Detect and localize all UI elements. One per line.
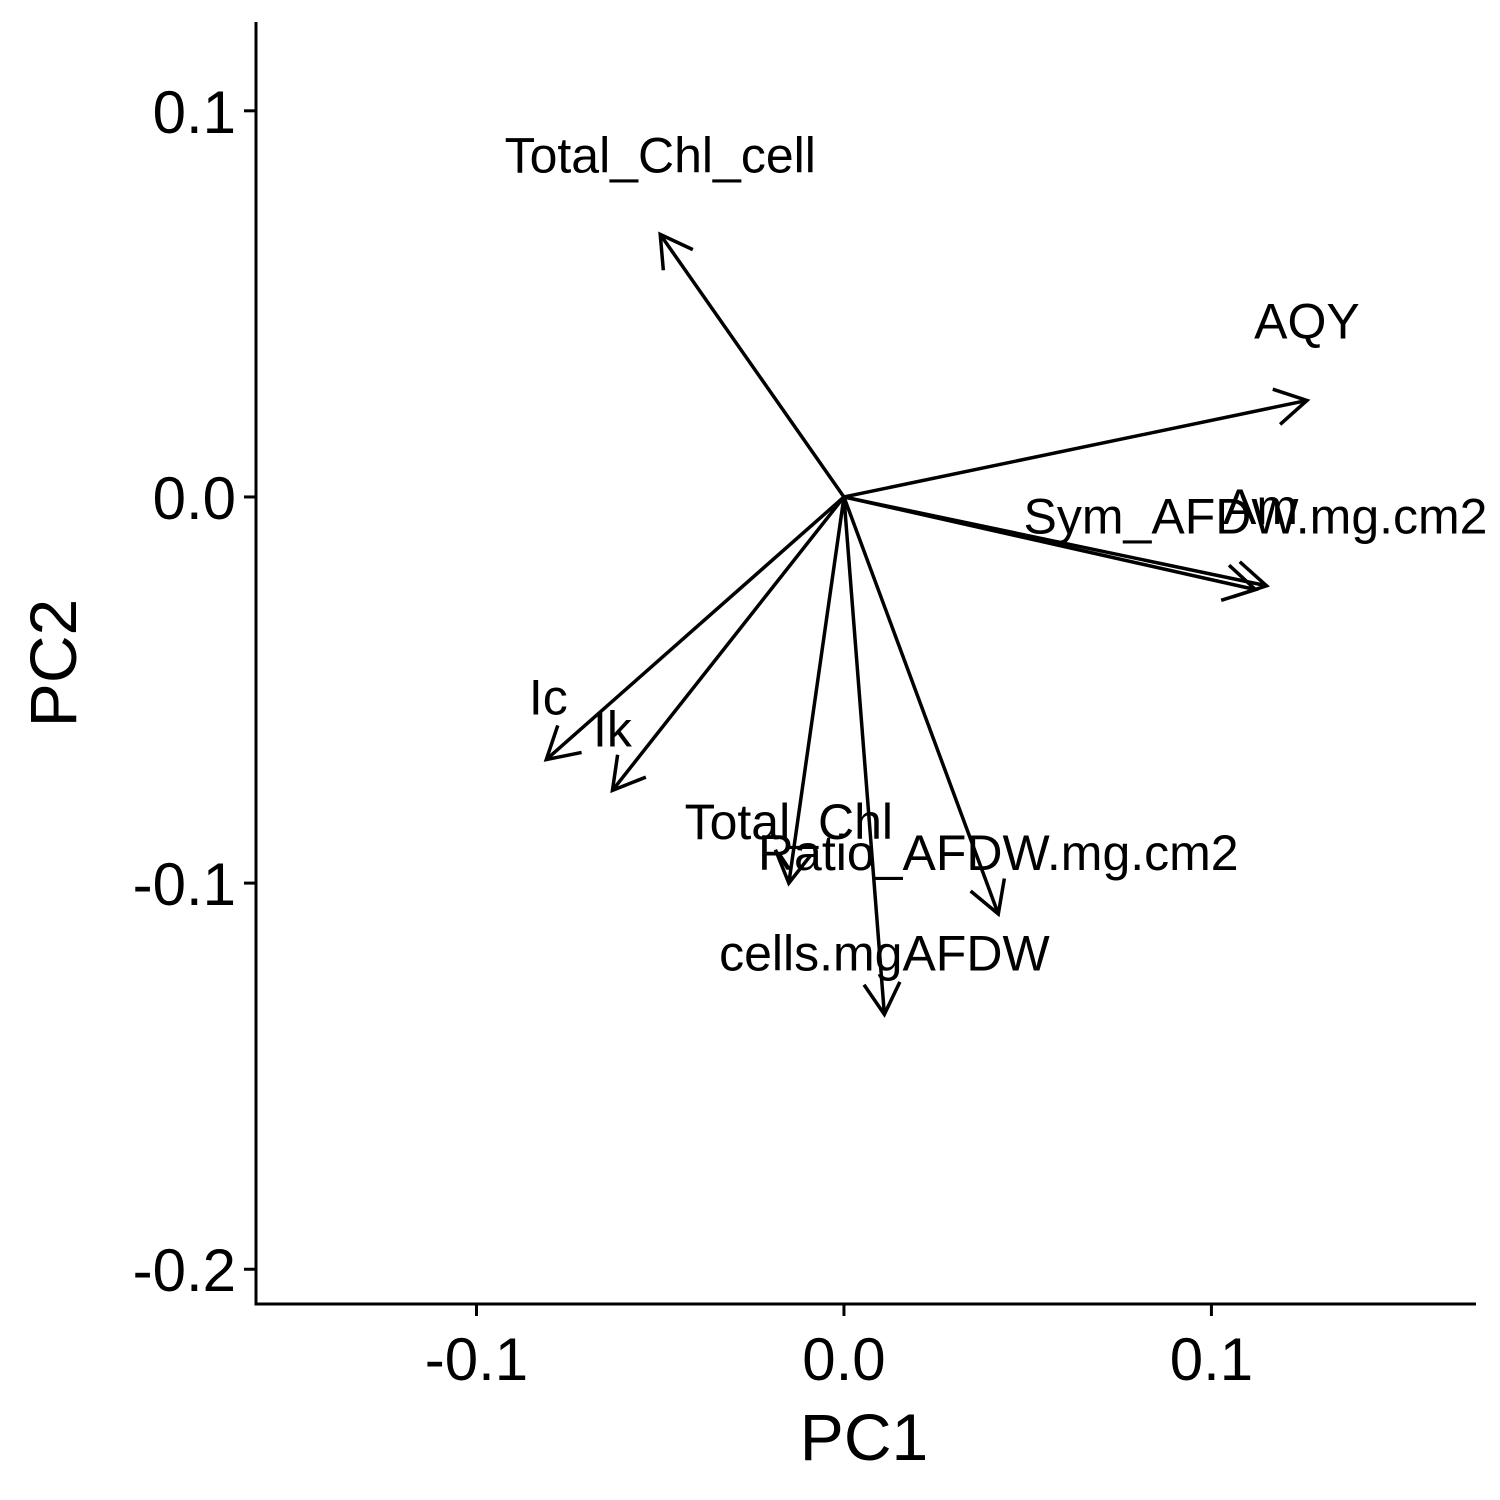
vector-line — [843, 398, 1308, 499]
x-tick-label: 0.0 — [802, 1326, 885, 1393]
vector-arrowhead — [862, 981, 902, 1018]
y-tick-label: -0.2 — [133, 1237, 236, 1304]
vector-line — [842, 496, 1000, 915]
vector-label: Ratio_AFDW.mg.cm2 — [758, 825, 1239, 881]
vector-label: cells.mgAFDW — [719, 925, 1050, 981]
x-axis-title: PC1 — [800, 1400, 928, 1474]
vector-line — [787, 496, 846, 884]
vector-line — [842, 496, 887, 1015]
vector-arrowhead — [610, 754, 647, 794]
vector-arrowhead — [543, 724, 582, 762]
vector-arrowhead — [1231, 560, 1270, 599]
vector-label: Sym_AFDW.mg.cm2 — [1024, 489, 1488, 545]
vector-label: Total_Chl_cell — [505, 127, 816, 183]
y-axis-title: PC2 — [16, 599, 90, 727]
vector-label: Total_Chl — [685, 794, 893, 850]
vector-label: Am — [1223, 479, 1298, 535]
x-tick-label: -0.1 — [425, 1326, 528, 1393]
vector-label: AQY — [1254, 293, 1360, 349]
loading-vectors — [543, 231, 1311, 1018]
y-tick-label: 0.0 — [153, 465, 236, 532]
vector-arrowhead — [969, 878, 1007, 918]
vector-line — [611, 495, 846, 792]
ticks: -0.1 0.0 0.1 -0.2 -0.1 0.0 0.1 — [133, 79, 1254, 1393]
axes — [254, 22, 1476, 1306]
vector-line — [545, 495, 846, 761]
vector-label: Ic — [529, 670, 568, 726]
vector-label: Ik — [593, 701, 633, 757]
vector-arrowhead — [773, 849, 813, 887]
vector-line — [843, 495, 1267, 588]
y-tick-label: 0.1 — [153, 79, 236, 146]
vector-line — [658, 233, 846, 498]
vector-arrowhead — [1272, 387, 1311, 426]
y-tick-label: -0.1 — [133, 851, 236, 918]
x-tick-label: 0.1 — [1170, 1326, 1253, 1393]
vector-arrowhead — [658, 231, 694, 271]
